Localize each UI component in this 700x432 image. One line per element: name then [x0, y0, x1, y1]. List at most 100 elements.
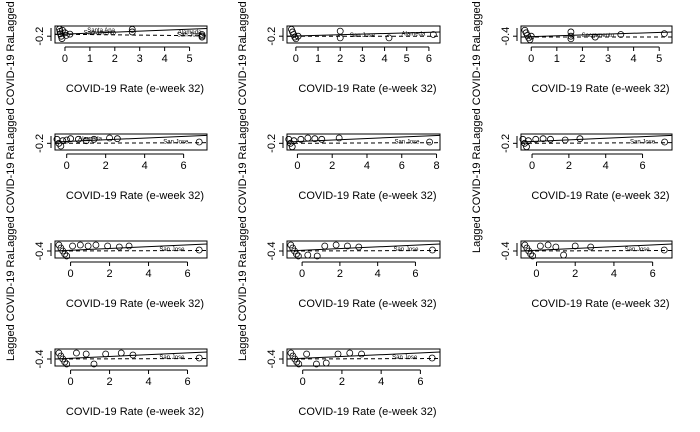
- fit-line-dashed: [286, 250, 441, 252]
- scatter-panel-2: San Jose Alameda 0 1 2 3 4 5 6 -0.2 COVID-19 Rate …: [237, 0, 441, 95]
- data-point: [129, 351, 137, 359]
- x-tick-label: 2: [112, 53, 118, 65]
- x-tick-label: 6: [184, 376, 190, 388]
- x-axis-title: COVID-19 Rate (e-week 32): [66, 406, 204, 418]
- data-point: [82, 350, 90, 358]
- data-point: [106, 134, 113, 142]
- data-point: [313, 360, 320, 368]
- x-tick-label: 0: [62, 53, 68, 65]
- x-tick-label: 2: [337, 268, 343, 280]
- data-point: [576, 135, 584, 143]
- x-tick-label: 6: [412, 268, 418, 280]
- data-point: [304, 251, 312, 259]
- y-tick-label: -0.4: [266, 350, 278, 369]
- data-point: [67, 135, 74, 143]
- data-point: [660, 30, 668, 38]
- x-tick-label: 2: [329, 160, 335, 172]
- x-tick-label: 2: [107, 376, 113, 388]
- scatter-panel-10: San Jose 0 2 4 6 -0.4 COVID-19 Rate (e-week 32…: [5, 253, 208, 418]
- plot-frame: [54, 348, 208, 367]
- data-point: [102, 350, 110, 358]
- x-tick-label: 0: [68, 376, 74, 388]
- y-axis-title: Lagged COVID-19 Ra: [5, 145, 17, 253]
- point-label: San Jose: [392, 355, 418, 361]
- point-label: Santa Ana: [87, 28, 115, 34]
- x-tick-label: 4: [375, 268, 381, 280]
- x-tick-label: 2: [339, 376, 345, 388]
- x-tick-label: 1: [87, 53, 93, 65]
- data-point: [571, 242, 579, 250]
- y-tick-label: -0.2: [34, 27, 46, 46]
- point-label: San Jose: [394, 139, 420, 145]
- data-point: [125, 242, 133, 250]
- x-axis-title: COVID-19 Rate (e-week 32): [298, 406, 436, 418]
- x-tick-label: 0: [68, 268, 74, 280]
- point-label: San Jose: [625, 247, 651, 253]
- data-point: [385, 34, 393, 42]
- data-point: [567, 32, 575, 40]
- plot-frame: [520, 240, 673, 259]
- x-tick-label: 3: [137, 53, 143, 65]
- data-point: [536, 242, 544, 250]
- data-point: [527, 250, 535, 258]
- data-point: [115, 243, 123, 251]
- x-tick-label: 4: [382, 53, 388, 65]
- data-point: [117, 349, 125, 357]
- data-point: [429, 31, 437, 38]
- point-label: Sacramento: [84, 31, 117, 37]
- data-point: [529, 252, 537, 260]
- x-tick-label: 3: [359, 53, 365, 65]
- data-point: [294, 252, 302, 260]
- data-point: [90, 135, 98, 143]
- x-axis-title: COVID-19 Rate (e-week 32): [66, 83, 204, 95]
- x-axis-title: COVID-19 Rate (e-week 32): [298, 190, 436, 202]
- x-tick-label: 0: [533, 268, 539, 280]
- x-tick-label: 2: [579, 53, 585, 65]
- point-label: Alameda: [178, 30, 202, 36]
- data-point: [73, 349, 80, 357]
- x-tick-label: 4: [603, 160, 609, 172]
- fit-line-solid: [286, 31, 441, 37]
- data-point: [560, 251, 567, 259]
- x-tick-label: 4: [162, 53, 168, 65]
- x-tick-label: 4: [364, 160, 370, 172]
- data-point: [66, 30, 74, 38]
- plot-frame: [286, 25, 441, 44]
- point-label: San Jose: [350, 33, 376, 39]
- data-point: [90, 360, 98, 368]
- fit-line-dashed: [54, 358, 208, 360]
- point-label: San Jose: [159, 355, 185, 361]
- y-axis-title: Lagged COVID-19 Ra: [5, 0, 17, 38]
- x-tick-label: 1: [554, 53, 560, 65]
- fit-line-solid: [54, 351, 208, 360]
- y-tick-label: -0.2: [34, 134, 46, 153]
- data-point: [294, 32, 302, 40]
- data-point: [321, 242, 329, 250]
- scatter-panel-8: San Jose 0 2 4 6 -0.4 COVID-19 Rate (e-week 32…: [237, 145, 441, 310]
- x-tick-label: 0: [299, 268, 305, 280]
- x-tick-label: 5: [656, 53, 662, 65]
- data-point: [195, 138, 203, 146]
- data-point: [128, 25, 136, 33]
- y-tick-label: -0.4: [500, 242, 512, 261]
- plot-frame: [286, 348, 441, 367]
- data-point: [544, 241, 552, 249]
- point-label: San Jose: [630, 139, 656, 145]
- data-point: [561, 136, 569, 144]
- data-point: [355, 243, 363, 251]
- y-axis-title: Lagged COVID-19 Ra: [471, 145, 483, 253]
- x-axis-title: COVID-19 Rate (e-week 32): [531, 190, 669, 202]
- x-tick-label: 6: [181, 160, 187, 172]
- y-tick-label: -0.2: [266, 27, 278, 46]
- x-tick-label: 0: [528, 53, 534, 65]
- point-label: San Jose: [393, 247, 419, 253]
- data-point: [426, 138, 433, 146]
- y-axis-title: Lagged COVID-19 Ra: [5, 253, 17, 361]
- x-tick-label: 6: [650, 268, 656, 280]
- data-point: [527, 32, 535, 40]
- data-point: [82, 137, 90, 145]
- x-tick-label: 0: [293, 53, 299, 65]
- data-point: [104, 242, 112, 250]
- point-label: Sacramento: [582, 33, 615, 39]
- data-point: [523, 143, 530, 151]
